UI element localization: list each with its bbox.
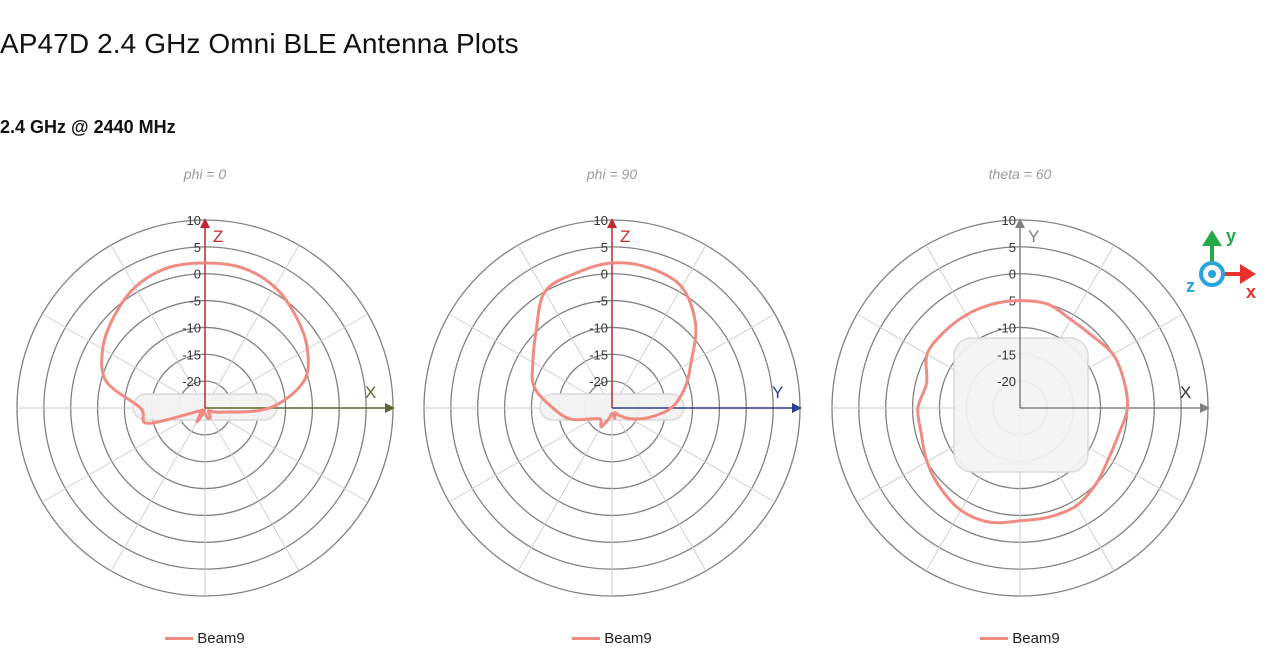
plot-title: phi = 0	[183, 166, 227, 182]
legend: Beam9	[5, 630, 405, 647]
radial-tick-label: 10	[1002, 213, 1016, 228]
radial-tick-label: -10	[589, 320, 608, 335]
radial-tick-label: 5	[1009, 240, 1016, 255]
radial-tick-label: -5	[189, 294, 201, 309]
radial-tick-label: -20	[182, 374, 201, 389]
radial-tick-label: 10	[187, 213, 201, 228]
grid-spoke	[204, 407, 300, 572]
radial-tick-label: -15	[997, 347, 1016, 362]
radial-tick-label: -20	[997, 374, 1016, 389]
radial-tick-label: 0	[1009, 267, 1016, 282]
gizmo-z-label: z	[1186, 276, 1195, 296]
legend: Beam9	[412, 630, 812, 647]
section-heading: 2.4 GHz @ 2440 MHz	[0, 117, 176, 137]
radial-tick-label: -10	[182, 320, 201, 335]
polar-chart-svg: 10 5 0 -5 -10 -15 -20 Z X	[16, 213, 395, 597]
horizontal-axis-arrowhead	[1200, 403, 1210, 413]
polar-plot-theta-60: theta = 60 10 5 0 -5 -10 -15 -20 Y X Beam9	[820, 160, 1220, 664]
horizontal-axis-arrowhead	[385, 403, 395, 413]
plot-title: theta = 60	[988, 166, 1052, 182]
horizontal-axis-arrowhead	[792, 403, 802, 413]
radial-tick-label: -15	[182, 347, 201, 362]
legend-swatch-beam9	[572, 637, 601, 640]
radial-tick-label: 0	[194, 267, 201, 282]
grid-spoke	[448, 407, 613, 503]
polar-chart-svg: 10 5 0 -5 -10 -15 -20 Z Y	[423, 213, 802, 597]
page-title: AP47D 2.4 GHz Omni BLE Antenna Plots	[0, 28, 519, 59]
horizontal-axis-label: X	[365, 383, 376, 402]
access-point-top-view	[953, 337, 1089, 473]
radial-tick-label: -15	[589, 347, 608, 362]
horizontal-axis-label: X	[1180, 383, 1191, 402]
grid-spoke	[517, 407, 613, 572]
polar-plot-phi-0: phi = 0 10 5 0 -5 -10 -15 -20 Z X Beam9	[5, 160, 405, 664]
grid-spoke	[611, 407, 776, 503]
vertical-axis-arrowhead	[200, 218, 210, 228]
vertical-axis-label: Z	[620, 227, 630, 246]
grid-spoke	[517, 244, 613, 409]
plot-title: phi = 90	[586, 166, 638, 182]
radial-tick-label: -5	[596, 294, 608, 309]
grid-spoke	[204, 244, 300, 409]
radial-tick-label: 10	[594, 213, 608, 228]
gizmo-x-arrowhead	[1240, 264, 1256, 284]
vertical-axis-arrowhead	[1015, 218, 1025, 228]
grid-spoke	[110, 407, 206, 572]
beam-pattern-beam9	[916, 299, 1130, 525]
gizmo-z-dot	[1208, 270, 1216, 278]
grid-spoke	[204, 407, 369, 503]
grid-spoke	[611, 244, 707, 409]
legend-label: Beam9	[1012, 630, 1060, 647]
legend-swatch-beam9	[980, 637, 1009, 640]
grid-spoke	[41, 313, 206, 409]
gizmo-y-arrowhead	[1202, 230, 1222, 246]
grid-spoke	[41, 407, 206, 503]
vertical-axis-arrowhead	[607, 218, 617, 228]
grid-spoke	[110, 244, 206, 409]
legend-swatch-beam9	[165, 637, 194, 640]
grid-spoke	[611, 313, 776, 409]
polar-plot-phi-90: phi = 90 10 5 0 -5 -10 -15 -20 Z Y Beam9	[412, 160, 812, 664]
radial-tick-label: -20	[589, 374, 608, 389]
vertical-axis-label: Y	[1028, 227, 1039, 246]
grid-spoke	[204, 313, 369, 409]
horizontal-axis-label: Y	[772, 383, 783, 402]
radial-tick-label: 5	[194, 240, 201, 255]
radial-tick-label: 0	[601, 267, 608, 282]
grid-spoke	[611, 407, 707, 572]
legend: Beam9	[820, 630, 1220, 647]
radial-tick-label: -10	[997, 320, 1016, 335]
legend-label: Beam9	[604, 630, 652, 647]
gizmo-x-label: x	[1246, 282, 1256, 302]
grid-spoke	[448, 313, 613, 409]
radial-tick-label: 5	[601, 240, 608, 255]
vertical-axis-label: Z	[213, 227, 223, 246]
legend-label: Beam9	[197, 630, 245, 647]
gizmo-y-label: y	[1226, 226, 1236, 246]
beam-pattern-beam9	[530, 261, 698, 429]
axis-orientation-gizmo: y x z	[1186, 226, 1256, 302]
beam-pattern-beam9	[100, 261, 310, 425]
